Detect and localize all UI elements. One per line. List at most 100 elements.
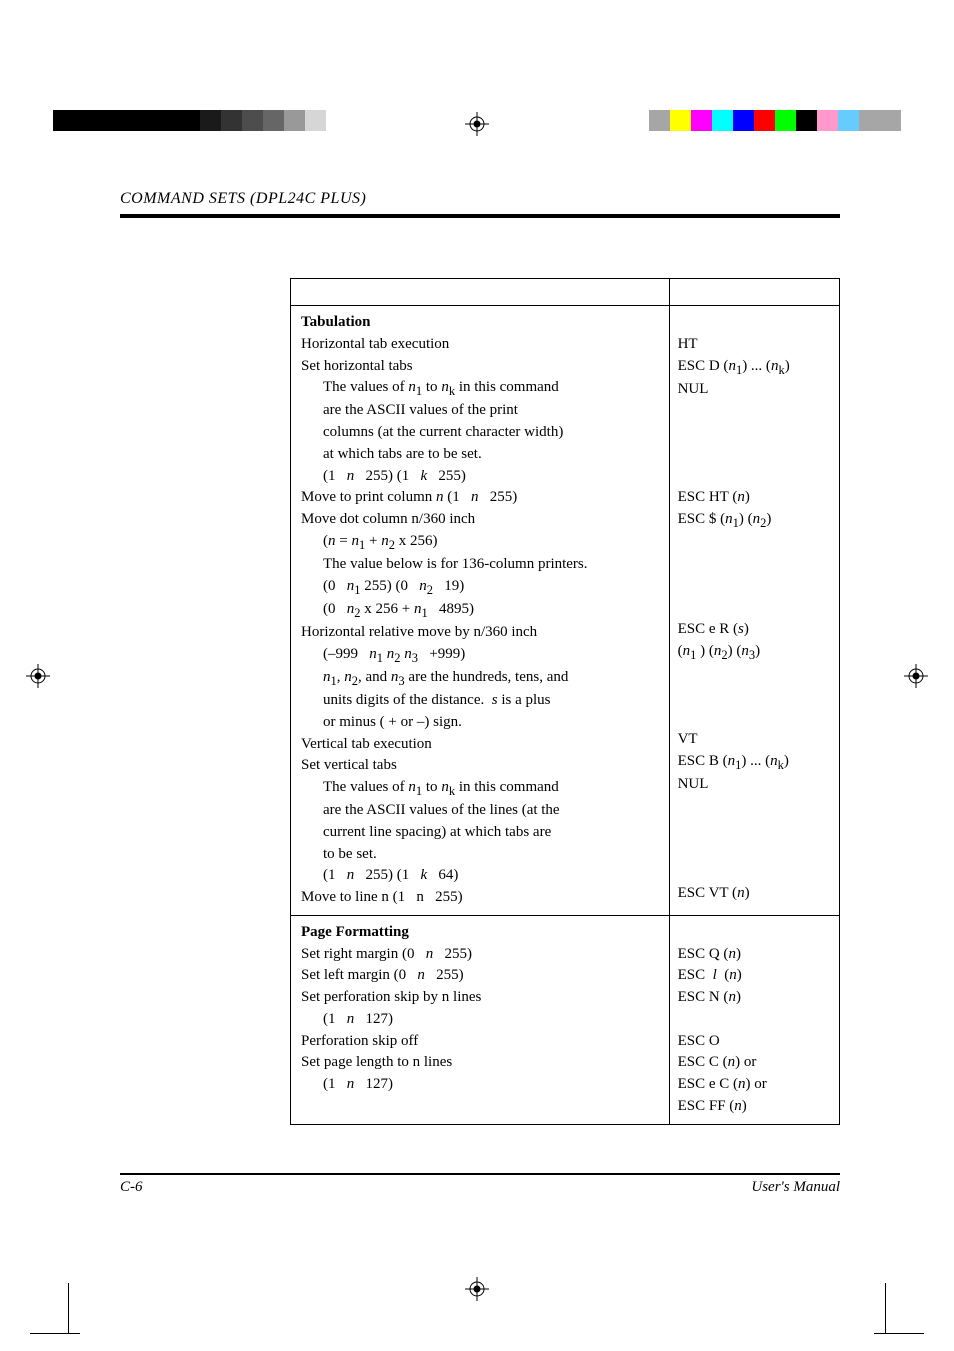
table-cell-command: ESC N (n)	[678, 987, 831, 1009]
table-cell-function: Move to line n (1 n 255)	[301, 887, 659, 909]
registration-mark-right	[904, 664, 928, 688]
table-cell-command: HT	[678, 334, 831, 356]
table-cell-function: The value below is for 136-column printe…	[301, 554, 659, 576]
table-cell-command	[678, 861, 831, 883]
colorbar-swatch	[838, 110, 859, 131]
table-cell-function: to be set.	[301, 844, 659, 866]
table-cell-command: ESC HT (n)	[678, 487, 831, 509]
table-cell-function: (1 n 127)	[301, 1009, 659, 1031]
table-cell-function: units digits of the distance. s is a plu…	[301, 690, 659, 712]
colorbar-swatch	[649, 110, 670, 131]
footer-page-number: C-6	[120, 1179, 143, 1196]
colorbar-swatch	[670, 110, 691, 131]
colorbar-swatch	[200, 110, 221, 131]
colorbar-swatch	[242, 110, 263, 131]
table-cell-function: Horizontal tab execution	[301, 334, 659, 356]
colorbar-swatch	[221, 110, 242, 131]
table-section: Page FormattingSet right margin (0 n 255…	[291, 916, 839, 1124]
table-cell-command	[678, 554, 831, 576]
table-cell-command: ESC C (n) or	[678, 1052, 831, 1074]
registration-mark-left	[26, 664, 50, 688]
colorbar-swatch	[326, 110, 347, 131]
colorbar-swatch	[796, 110, 817, 131]
print-colorbar-right	[649, 110, 901, 131]
table-cell-function: current line spacing) at which tabs are	[301, 822, 659, 844]
table-cell-function: The values of n1 to nk in this command	[301, 777, 659, 800]
table-cell-command: (n1 ) (n2) (n3)	[678, 641, 831, 664]
table-cell-function: Set page length to n lines	[301, 1052, 659, 1074]
footer-rule	[120, 1173, 840, 1175]
table-cell-command	[678, 466, 831, 488]
table-cell-function: at which tabs are to be set.	[301, 444, 659, 466]
section-title: Tabulation	[301, 312, 659, 334]
table-cell-function: The values of n1 to nk in this command	[301, 377, 659, 400]
table-cell-command: ESC O	[678, 1031, 831, 1053]
table-cell-function: Perforation skip off	[301, 1031, 659, 1053]
table-cell-function: Set right margin (0 n 255)	[301, 944, 659, 966]
table-cell-command: ESC FF (n)	[678, 1096, 831, 1118]
table-cell-command	[678, 796, 831, 818]
table-cell-command	[678, 422, 831, 444]
print-colorbar-left	[53, 110, 347, 131]
table-cell-command: ESC e R (s)	[678, 619, 831, 641]
table-cell-function	[301, 1096, 659, 1118]
page-content: COMMAND SETS (DPL24C PLUS) TabulationHor…	[120, 190, 840, 1125]
colorbar-swatch	[712, 110, 733, 131]
table-cell-function: (0 n1 255) (0 n2 19)	[301, 576, 659, 599]
colorbar-swatch	[817, 110, 838, 131]
table-cell-function: columns (at the current character width)	[301, 422, 659, 444]
table-cell-function: (–999 n1 n2 n3 +999)	[301, 644, 659, 667]
table-cell-function: (1 n 127)	[301, 1074, 659, 1096]
table-cell-function: Set horizontal tabs	[301, 356, 659, 378]
command-table: TabulationHorizontal tab executionSet ho…	[290, 278, 840, 1125]
table-cell-function: are the ASCII values of the lines (at th…	[301, 800, 659, 822]
colorbar-swatch	[691, 110, 712, 131]
table-cell-command: ESC l (n)	[678, 965, 831, 987]
header-title: COMMAND SETS (DPL24C PLUS)	[120, 190, 840, 208]
table-cell-function: n1, n2, and n3 are the hundreds, tens, a…	[301, 667, 659, 690]
table-cell-function: Move dot column n/360 inch	[301, 509, 659, 531]
table-cell-function: Set left margin (0 n 255)	[301, 965, 659, 987]
colorbar-swatch	[775, 110, 796, 131]
table-cell-function: Set vertical tabs	[301, 755, 659, 777]
colorbar-swatch	[179, 110, 200, 131]
table-cell-command: ESC B (n1) ... (nk)	[678, 751, 831, 774]
table-cell-command: ESC VT (n)	[678, 883, 831, 905]
table-cell-command	[678, 686, 831, 708]
table-cell-command: ESC D (n1) ... (nk)	[678, 356, 831, 379]
table-cell-command	[678, 532, 831, 554]
table-cell-command: NUL	[678, 379, 831, 401]
table-cell-function: (n = n1 + n2 x 256)	[301, 531, 659, 554]
table-cell-command	[678, 598, 831, 620]
table-cell-function: Set perforation skip by n lines	[301, 987, 659, 1009]
table-cell-function: Vertical tab execution	[301, 734, 659, 756]
table-cell-command	[678, 818, 831, 840]
table-cell-function: (0 n2 x 256 + n1 4895)	[301, 599, 659, 622]
table-cell-function: are the ASCII values of the print	[301, 400, 659, 422]
table-cell-command	[678, 444, 831, 466]
table-cell-command: VT	[678, 729, 831, 751]
footer-manual-label: User's Manual	[751, 1179, 840, 1196]
table-section: TabulationHorizontal tab executionSet ho…	[291, 306, 839, 916]
registration-mark-top	[465, 112, 489, 136]
table-cell-function: or minus ( + or –) sign.	[301, 712, 659, 734]
registration-mark-bottom	[465, 1277, 489, 1301]
table-header-row	[291, 279, 839, 306]
table-cell-function: (1 n 255) (1 k 64)	[301, 865, 659, 887]
table-cell-command	[678, 708, 831, 730]
table-cell-function: (1 n 255) (1 k 255)	[301, 466, 659, 488]
colorbar-swatch	[284, 110, 305, 131]
table-cell-function: Move to print column n (1 n 255)	[301, 487, 659, 509]
colorbar-swatch	[733, 110, 754, 131]
colorbar-swatch	[263, 110, 284, 131]
table-cell-function: Horizontal relative move by n/360 inch	[301, 622, 659, 644]
table-cell-command: NUL	[678, 774, 831, 796]
table-cell-command	[678, 576, 831, 598]
table-cell-command	[678, 664, 831, 686]
section-title: Page Formatting	[301, 922, 659, 944]
table-cell-command	[678, 840, 831, 862]
table-cell-command: ESC $ (n1) (n2)	[678, 509, 831, 532]
table-cell-command	[678, 400, 831, 422]
table-cell-command	[678, 1009, 831, 1031]
table-cell-command: ESC e C (n) or	[678, 1074, 831, 1096]
